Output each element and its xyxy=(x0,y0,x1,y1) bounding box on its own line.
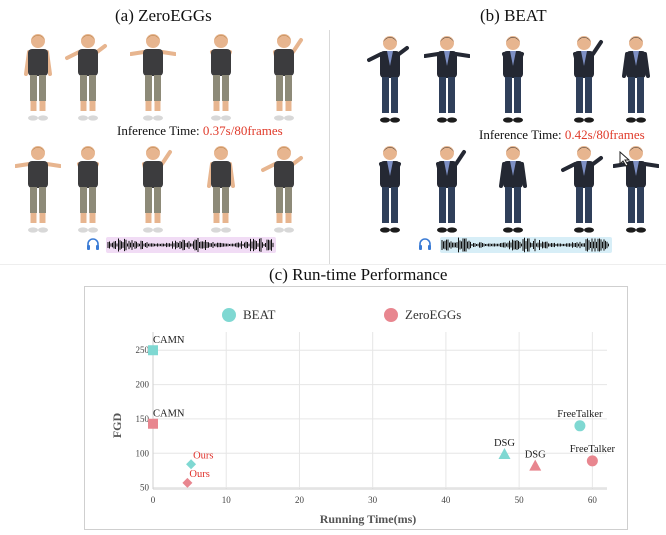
waveform-graphic xyxy=(107,238,274,252)
beat-character xyxy=(502,36,524,123)
zeroeggs-character xyxy=(130,34,176,121)
panel-a-title: (a) ZeroEGGs xyxy=(115,6,212,25)
point-label: DSG xyxy=(494,438,515,449)
waveform-graphic xyxy=(441,237,609,253)
y-tick-label: 250 xyxy=(136,345,150,355)
beat-audio-waveform xyxy=(440,237,612,253)
inference-label: Inference Time: xyxy=(479,127,565,142)
beat-character xyxy=(573,36,603,123)
y-tick-label: 150 xyxy=(136,414,150,424)
beat-character xyxy=(499,146,527,233)
data-point xyxy=(186,459,197,470)
data-point xyxy=(574,420,586,432)
data-point xyxy=(148,418,158,429)
panel-b-title: (b) BEAT xyxy=(480,6,547,25)
y-tick-label: 100 xyxy=(136,448,150,458)
point-label: FreeTalker xyxy=(557,409,603,420)
section-divider xyxy=(0,264,666,265)
y-tick-label: 200 xyxy=(136,380,150,390)
legend-label: ZeroEGGs xyxy=(405,307,461,322)
mouse-cursor-icon xyxy=(619,151,631,167)
data-point xyxy=(498,447,511,459)
point-label: Ours xyxy=(189,469,209,480)
zeroeggs-character xyxy=(65,34,107,121)
zeroeggs-character xyxy=(77,146,99,233)
point-label: CAMN xyxy=(153,335,185,346)
zeroeggs-character xyxy=(15,146,61,233)
point-label: Ours xyxy=(193,450,213,461)
data-point xyxy=(586,455,598,467)
zeroeggs-character xyxy=(142,146,172,233)
x-tick-label: 20 xyxy=(295,495,305,505)
legend-marker xyxy=(222,308,236,322)
beat-character xyxy=(561,146,603,233)
x-tick-label: 50 xyxy=(515,495,525,505)
inference-label: Inference Time: xyxy=(117,123,203,138)
beat-character xyxy=(424,36,470,123)
data-point xyxy=(529,459,542,471)
zeroeggs-character xyxy=(24,34,52,121)
beat-character xyxy=(379,146,401,233)
x-axis-label: Running Time(ms) xyxy=(320,512,417,526)
point-label: DSG xyxy=(525,450,546,461)
chart-canvas: 0 10 20 30 40 50 60 50 100 150 200 250 Running Time(… xyxy=(110,307,616,526)
x-tick-label: 0 xyxy=(151,495,156,505)
beat-inference-time: Inference Time: 0.42s/80frames xyxy=(479,127,645,143)
data-point xyxy=(148,345,158,356)
headphone-icon xyxy=(87,238,99,250)
x-tick-label: 40 xyxy=(441,495,451,505)
panel-divider xyxy=(329,30,330,264)
zeroeggs-inference-time: Inference Time: 0.37s/80frames xyxy=(117,123,283,139)
x-tick-label: 30 xyxy=(368,495,378,505)
beat-character xyxy=(436,146,466,233)
legend-marker xyxy=(384,308,398,322)
beat-character xyxy=(622,36,650,123)
inference-value: 0.37s/80frames xyxy=(202,123,283,138)
headphone-icon xyxy=(419,238,431,250)
x-tick-label: 10 xyxy=(222,495,232,505)
zeroeggs-character xyxy=(210,34,232,121)
data-point xyxy=(182,477,193,488)
zeroeggs-character xyxy=(207,146,235,233)
zeroeggs-audio-waveform xyxy=(106,237,276,253)
zeroeggs-character xyxy=(273,34,303,121)
point-label: FreeTalker xyxy=(570,444,616,455)
y-axis-label: FGD xyxy=(110,413,124,439)
runtime-performance-chart: 0 10 20 30 40 50 60 50 100 150 200 250 Running Time(… xyxy=(84,286,628,530)
legend-label: BEAT xyxy=(243,307,276,322)
chart-title: (c) Run-time Performance xyxy=(269,265,448,284)
y-tick-label: 50 xyxy=(140,483,150,493)
inference-value: 0.42s/80frames xyxy=(564,127,645,142)
point-label: CAMN xyxy=(153,409,185,420)
zeroeggs-character xyxy=(261,146,303,233)
x-tick-label: 60 xyxy=(588,495,598,505)
beat-character xyxy=(367,36,409,123)
